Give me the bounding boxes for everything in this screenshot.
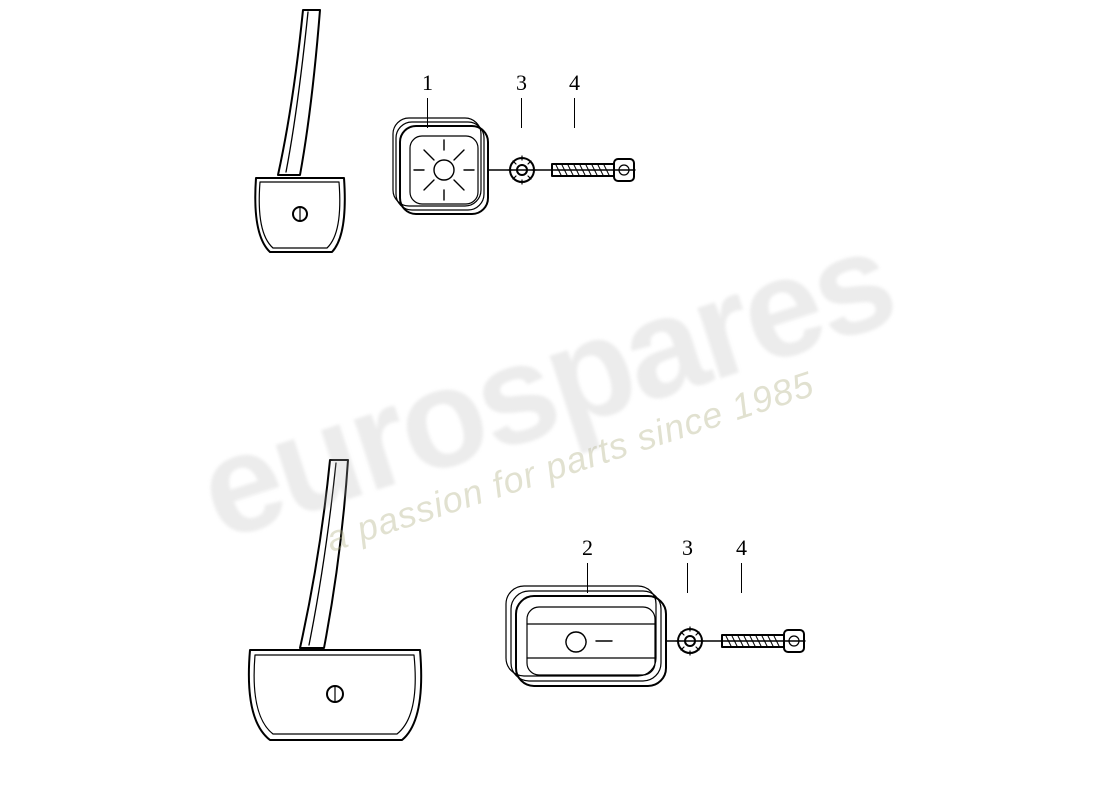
callout-label: 4 — [736, 535, 747, 561]
callout-label: 1 — [422, 70, 433, 96]
callout-label: 2 — [582, 535, 593, 561]
watermark: eurospares a passion for parts since 198… — [0, 133, 1100, 667]
washer-lower — [676, 627, 704, 655]
parts-svg — [0, 0, 1100, 800]
callout-tick — [687, 563, 688, 593]
pedal-lower — [249, 460, 421, 740]
watermark-main: eurospares — [0, 133, 1100, 637]
watermark-sub: a passion for parts since 1985 — [0, 256, 1100, 667]
callout-3: 3 — [516, 70, 527, 128]
callout-4: 4 — [736, 535, 747, 593]
washer-upper — [508, 156, 536, 184]
callout-tick — [427, 98, 428, 128]
callout-label: 3 — [516, 70, 527, 96]
bolt-lower — [722, 630, 804, 652]
pedal-upper — [255, 10, 345, 252]
callout-tick — [741, 563, 742, 593]
callout-label: 3 — [682, 535, 693, 561]
callout-2: 2 — [582, 535, 593, 593]
callout-tick — [521, 98, 522, 128]
callout-label: 4 — [569, 70, 580, 96]
callout-tick — [574, 98, 575, 128]
diagram-canvas: eurospares a passion for parts since 198… — [0, 0, 1100, 800]
callout-1: 1 — [422, 70, 433, 128]
callout-4: 4 — [569, 70, 580, 128]
pedal-cap-small — [393, 118, 488, 214]
bolt-upper — [552, 159, 634, 181]
pedal-cap-wide — [506, 586, 666, 686]
callout-tick — [587, 563, 588, 593]
callout-3: 3 — [682, 535, 693, 593]
